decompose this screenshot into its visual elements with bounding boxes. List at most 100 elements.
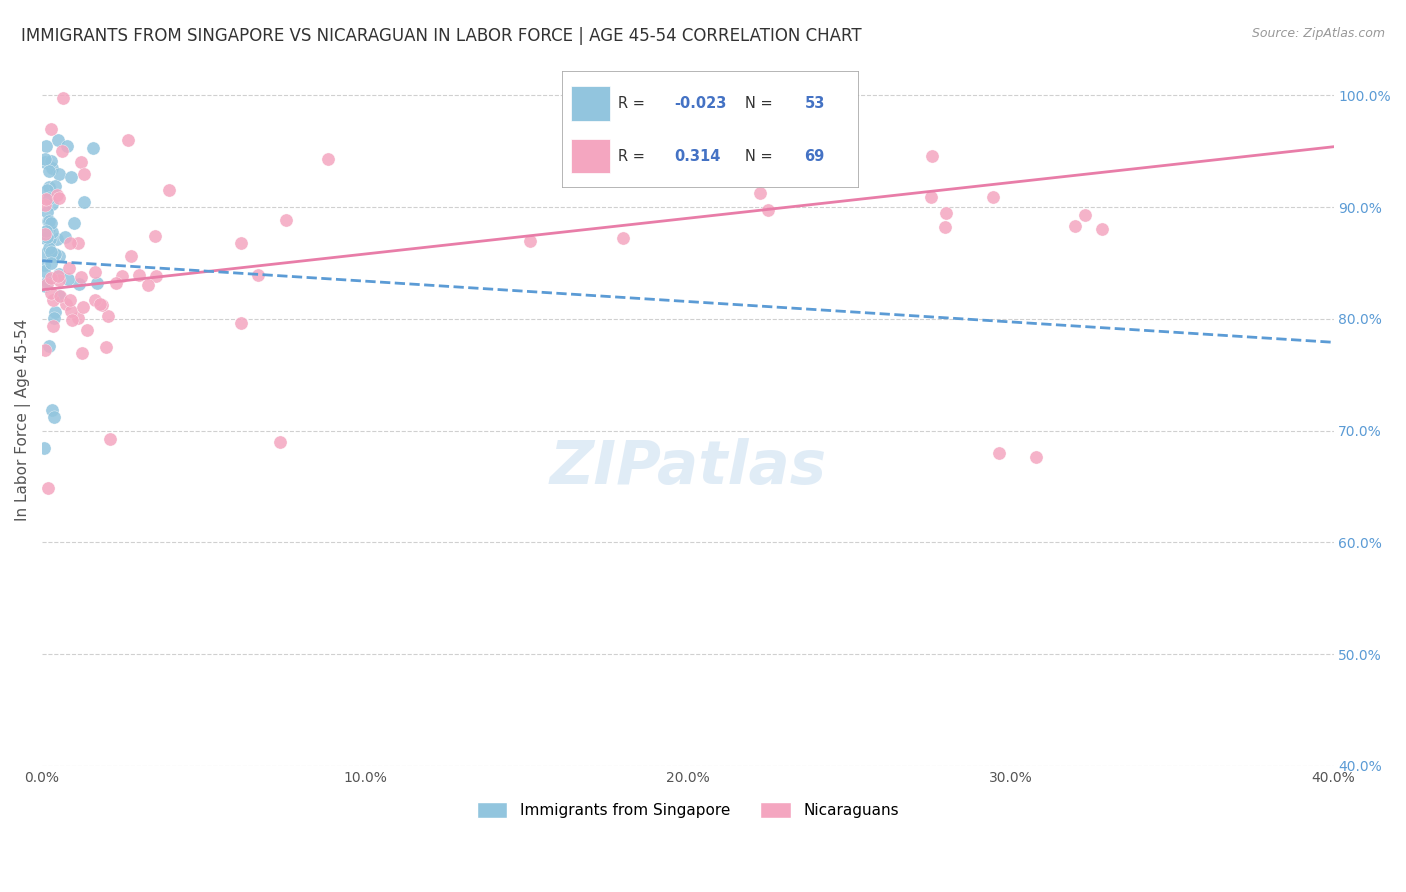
- Point: [67, 277, 90, 292]
- Point: [76, 323, 98, 337]
- Point: [246, 268, 269, 282]
- Point: [612, 231, 634, 245]
- Point: [48, 268, 70, 283]
- Point: [60, 170, 83, 185]
- Legend: Immigrants from Singapore, Nicaraguans: Immigrants from Singapore, Nicaraguans: [471, 796, 905, 824]
- Point: [39, 286, 62, 301]
- Point: [44, 410, 66, 425]
- Point: [45, 187, 67, 202]
- Point: [38, 180, 60, 194]
- Point: [58, 260, 80, 275]
- Point: [48, 288, 70, 302]
- Point: [41, 225, 63, 239]
- Point: [35, 229, 58, 244]
- Point: [37, 184, 59, 198]
- Point: [46, 232, 69, 246]
- Point: [73, 195, 96, 210]
- Point: [38, 241, 60, 255]
- FancyBboxPatch shape: [571, 87, 610, 121]
- Point: [84, 293, 107, 308]
- Point: [104, 277, 127, 291]
- Point: [44, 178, 66, 193]
- Point: [34, 152, 56, 166]
- Point: [756, 202, 779, 217]
- Point: [921, 148, 943, 162]
- Point: [59, 293, 82, 307]
- Point: [519, 234, 541, 248]
- Point: [935, 205, 957, 219]
- Point: [111, 269, 134, 284]
- Y-axis label: In Labor Force | Age 45-54: In Labor Force | Age 45-54: [15, 318, 31, 521]
- Point: [34, 231, 56, 245]
- Point: [53, 230, 76, 244]
- Point: [37, 213, 59, 227]
- Point: [231, 316, 253, 330]
- Point: [117, 133, 139, 147]
- Point: [52, 90, 75, 104]
- Point: [42, 293, 65, 308]
- Point: [145, 268, 167, 283]
- Point: [66, 235, 89, 250]
- Point: [1064, 219, 1087, 233]
- Text: 53: 53: [804, 96, 825, 112]
- Point: [46, 133, 69, 147]
- Point: [920, 190, 942, 204]
- Point: [981, 190, 1004, 204]
- Point: [86, 276, 108, 290]
- Point: [39, 153, 62, 168]
- Point: [32, 442, 55, 456]
- Point: [56, 272, 79, 286]
- Point: [38, 220, 60, 235]
- Point: [48, 249, 70, 263]
- Point: [38, 163, 60, 178]
- Text: 69: 69: [804, 148, 825, 163]
- Point: [97, 310, 120, 324]
- Point: [32, 247, 55, 261]
- Point: [72, 345, 94, 359]
- Point: [39, 121, 62, 136]
- Point: [41, 403, 63, 417]
- Text: R =: R =: [619, 148, 645, 163]
- Point: [44, 246, 66, 260]
- Point: [48, 267, 70, 281]
- Point: [120, 249, 142, 263]
- Point: [44, 249, 66, 263]
- Point: [1025, 450, 1047, 465]
- Point: [143, 229, 166, 244]
- Point: [51, 145, 73, 159]
- Text: ZIPatlas: ZIPatlas: [550, 439, 827, 498]
- Point: [69, 269, 91, 284]
- Point: [35, 277, 58, 291]
- Point: [49, 288, 72, 302]
- Point: [128, 268, 150, 282]
- Point: [84, 265, 107, 279]
- FancyBboxPatch shape: [571, 138, 610, 173]
- Point: [274, 213, 297, 227]
- Text: N =: N =: [745, 96, 773, 112]
- Point: [269, 434, 291, 449]
- Point: [988, 446, 1011, 460]
- Text: Source: ZipAtlas.com: Source: ZipAtlas.com: [1251, 27, 1385, 40]
- Point: [934, 219, 956, 234]
- Text: -0.023: -0.023: [675, 96, 727, 112]
- Point: [35, 275, 58, 289]
- Point: [41, 161, 63, 175]
- Text: IMMIGRANTS FROM SINGAPORE VS NICARAGUAN IN LABOR FORCE | AGE 45-54 CORRELATION C: IMMIGRANTS FROM SINGAPORE VS NICARAGUAN …: [21, 27, 862, 45]
- Point: [42, 310, 65, 325]
- Point: [748, 186, 770, 201]
- Point: [38, 232, 60, 246]
- Point: [34, 279, 56, 293]
- Point: [98, 433, 121, 447]
- Point: [740, 88, 762, 103]
- Point: [316, 152, 339, 166]
- Point: [34, 227, 56, 242]
- Point: [229, 235, 252, 250]
- Point: [34, 155, 56, 169]
- Point: [42, 319, 65, 334]
- Point: [34, 198, 56, 212]
- Point: [34, 343, 56, 357]
- Point: [35, 224, 58, 238]
- Point: [60, 313, 83, 327]
- Point: [55, 139, 77, 153]
- Point: [41, 197, 63, 211]
